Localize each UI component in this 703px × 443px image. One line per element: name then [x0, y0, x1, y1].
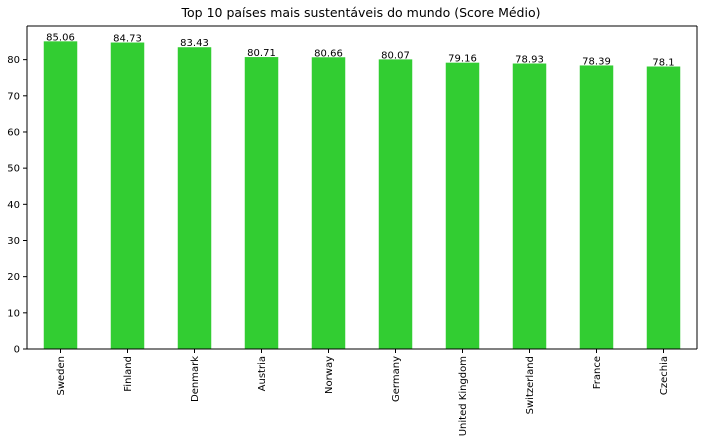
data-label: 78.1 [652, 58, 674, 69]
y-tick-label: 0 [14, 345, 20, 356]
x-tick-label: Czechia [659, 356, 670, 395]
y-tick-label: 40 [7, 200, 20, 211]
bar [646, 66, 681, 350]
y-tick-label: 70 [7, 91, 20, 102]
chart-title: Top 10 países mais sustentáveis do mundo… [181, 5, 541, 20]
bar [378, 59, 413, 350]
bar [110, 42, 145, 350]
x-tick-label: Sweden [56, 356, 67, 396]
data-label: 83.43 [180, 38, 209, 49]
x-tick-label: Switzerland [525, 356, 536, 414]
data-label: 80.71 [247, 48, 276, 59]
bar [579, 65, 614, 349]
x-tick-label: France [592, 356, 603, 389]
bar [43, 41, 78, 349]
x-tick-label: United Kingdom [458, 356, 469, 436]
bars [43, 41, 681, 350]
bar [311, 57, 346, 349]
data-label: 79.16 [448, 54, 477, 65]
y-axis: 0 10 20 30 40 50 60 70 80 [7, 55, 27, 356]
y-tick-label: 20 [7, 272, 20, 283]
bar [177, 47, 212, 350]
data-label: 85.06 [46, 32, 75, 43]
y-tick-label: 10 [7, 308, 20, 319]
plot-frame [26, 25, 698, 350]
bar [512, 63, 547, 349]
bar [244, 57, 279, 349]
x-axis: Sweden Finland Denmark Austria Norway Germany… [56, 349, 670, 436]
x-tick-label: Austria [257, 356, 268, 391]
y-tick-label: 30 [7, 236, 20, 247]
x-tick-label: Norway [324, 356, 335, 394]
y-tick-label: 80 [7, 55, 20, 66]
y-tick-label: 50 [7, 164, 20, 175]
data-label: 78.93 [515, 55, 544, 66]
data-label: 80.07 [381, 50, 410, 61]
x-tick-label: Finland [123, 356, 134, 392]
data-label: 84.73 [113, 34, 142, 45]
y-tick-label: 60 [7, 127, 20, 138]
data-labels: 85.06 84.73 83.43 80.71 80.66 80.07 79.16 78.93… [46, 32, 674, 68]
x-tick-label: Denmark [190, 356, 201, 402]
x-tick-label: Germany [391, 356, 402, 402]
data-label: 78.39 [582, 56, 611, 67]
data-label: 80.66 [314, 48, 343, 59]
bar [445, 62, 480, 349]
